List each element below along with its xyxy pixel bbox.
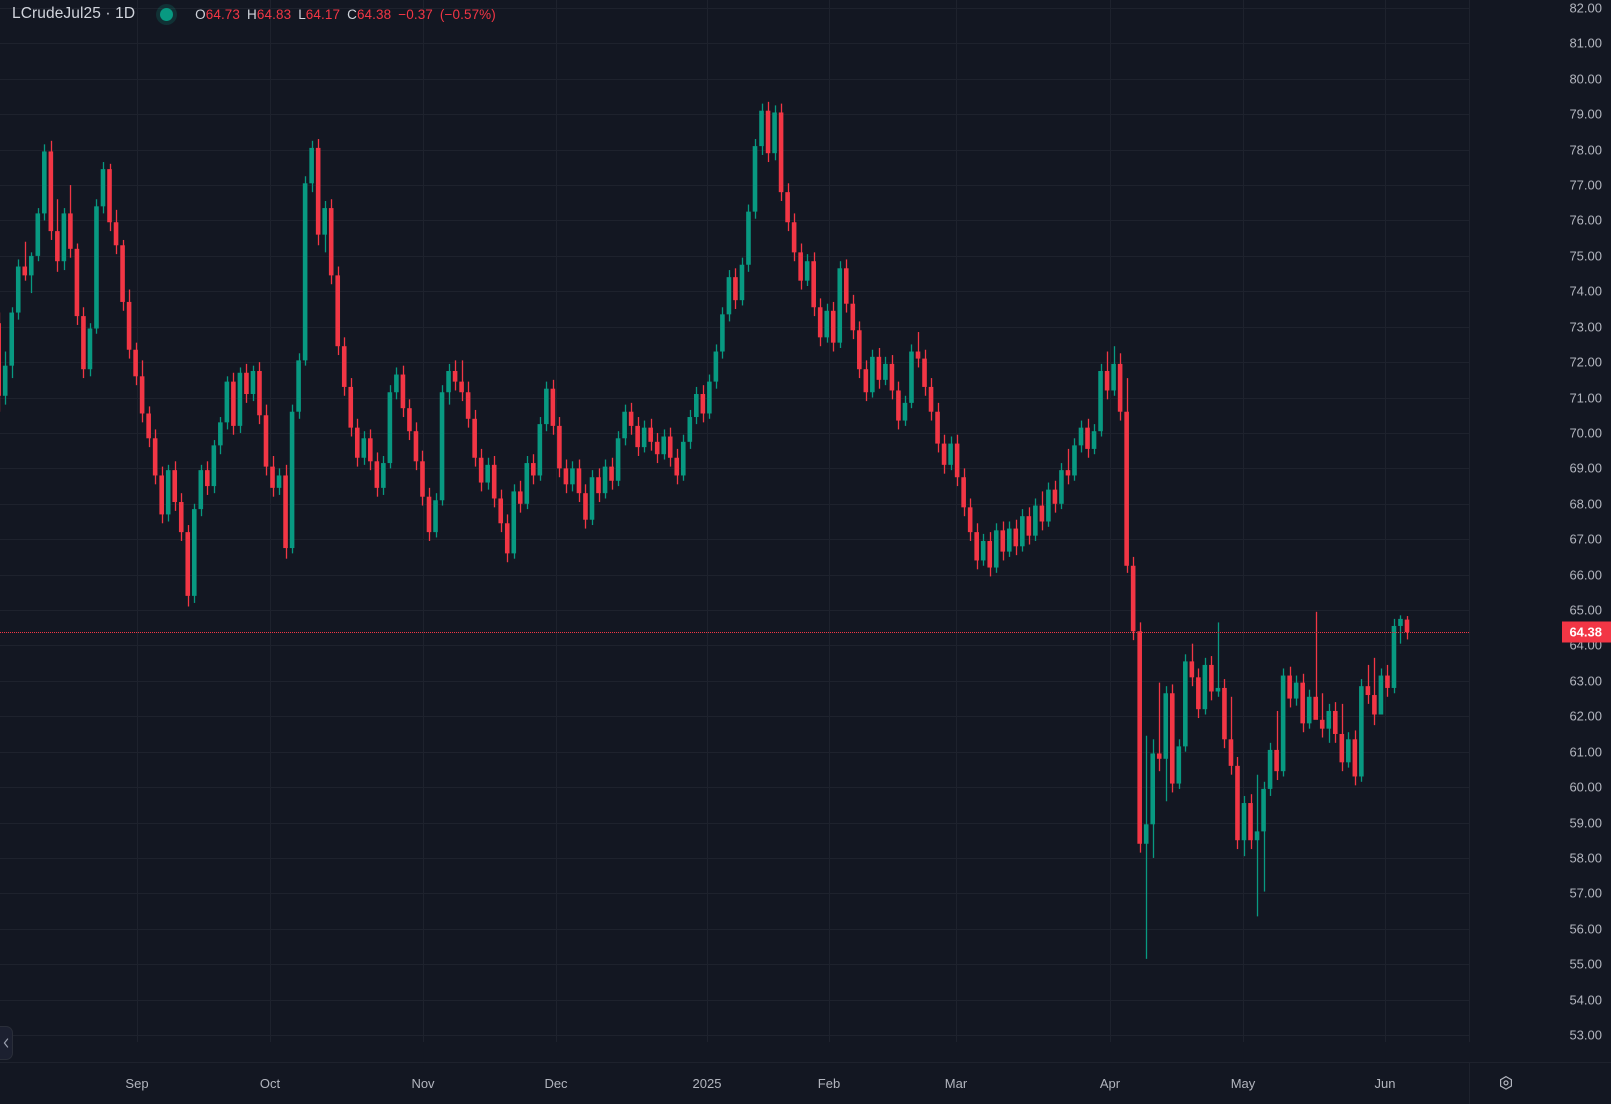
price-tick-label: 73.00	[1569, 319, 1602, 335]
settings-gear-icon	[1500, 1075, 1512, 1090]
price-tick-label: 75.00	[1569, 248, 1602, 264]
price-tick-label: 80.00	[1569, 71, 1602, 87]
price-tick-label: 54.00	[1569, 992, 1602, 1008]
price-tick-label: 56.00	[1569, 921, 1602, 937]
price-tick-label: 79.00	[1569, 106, 1602, 122]
price-tick-label: 72.00	[1569, 354, 1602, 370]
last-price-tag: 64.38	[1562, 621, 1611, 643]
chevron-left-icon	[3, 1038, 9, 1048]
chart-settings-button[interactable]	[1496, 1074, 1516, 1094]
price-tick-label: 55.00	[1569, 956, 1602, 972]
chart-gridlines	[0, 0, 1469, 1042]
chart-plot-area[interactable]	[0, 0, 1469, 1042]
axis-corner	[1469, 1063, 1611, 1104]
time-tick-label: Nov	[411, 1076, 435, 1091]
price-tick-label: 57.00	[1569, 885, 1602, 901]
price-tick-label: 82.00	[1569, 0, 1602, 16]
time-tick-label: Oct	[259, 1076, 281, 1091]
price-axis[interactable]: 53.00 54.00 55.00 56.00 57.00 58.00 59.00 60.00…	[1469, 0, 1611, 1043]
price-tick-label: 74.00	[1569, 283, 1602, 299]
time-tick-label: Apr	[1099, 1076, 1121, 1091]
time-tick-label: Jun	[1374, 1076, 1396, 1091]
price-tick-label: 59.00	[1569, 815, 1602, 831]
price-tick-label: 68.00	[1569, 496, 1602, 512]
time-axis[interactable]: Sep Oct Nov Dec 2025 Feb Mar Apr May Jun	[0, 1062, 1611, 1104]
price-tick-label: 71.00	[1569, 390, 1602, 406]
price-tick-label: 60.00	[1569, 779, 1602, 795]
price-tick-label: 70.00	[1569, 425, 1602, 441]
price-tick-label: 66.00	[1569, 567, 1602, 583]
price-tick-label: 53.00	[1569, 1027, 1602, 1043]
last-price-line	[0, 632, 1469, 633]
price-tick-label: 61.00	[1569, 744, 1602, 760]
price-tick-label: 81.00	[1569, 35, 1602, 51]
price-tick-label: 69.00	[1569, 460, 1602, 476]
scroll-left-button[interactable]	[0, 1026, 13, 1060]
time-tick-label: Feb	[817, 1076, 841, 1091]
price-tick-label: 78.00	[1569, 142, 1602, 158]
price-tick-label: 76.00	[1569, 212, 1602, 228]
price-tick-label: 65.00	[1569, 602, 1602, 618]
price-tick-label: 67.00	[1569, 531, 1602, 547]
time-tick-label: Dec	[544, 1076, 568, 1091]
time-tick-label: May	[1230, 1076, 1256, 1091]
candlestick-series	[0, 101, 1410, 959]
time-tick-label: Sep	[125, 1076, 149, 1091]
price-tick-label: 77.00	[1569, 177, 1602, 193]
price-tick-label: 58.00	[1569, 850, 1602, 866]
price-tick-label: 62.00	[1569, 708, 1602, 724]
price-tick-label: 63.00	[1569, 673, 1602, 689]
time-tick-label: 2025	[692, 1076, 722, 1091]
time-tick-label: Mar	[944, 1076, 968, 1091]
